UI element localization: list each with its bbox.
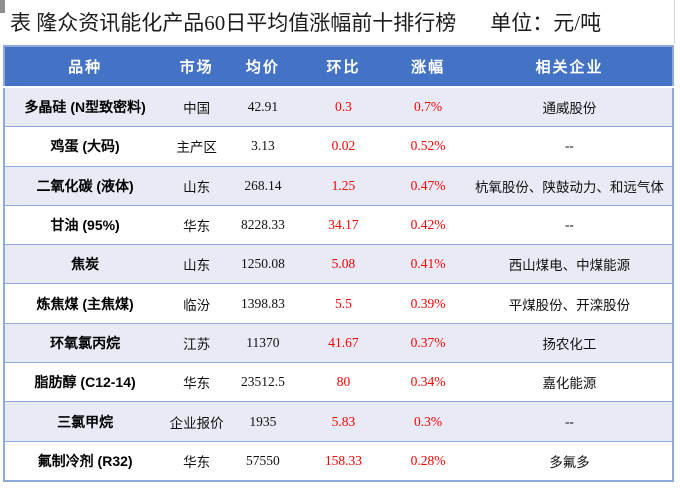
cell-companies: --	[466, 126, 673, 167]
cell-market: 山东	[165, 165, 229, 206]
cell-market: 主产区	[165, 126, 229, 167]
cell-variety: 环氧氯丙烷	[4, 322, 166, 363]
cell-mom: 0.3	[297, 86, 390, 127]
cell-change: 0.42%	[389, 204, 467, 245]
cell-market: 华东	[165, 204, 229, 245]
cell-change: 0.34%	[389, 362, 467, 402]
cell-avg-price: 8228.33	[228, 204, 298, 245]
cell-companies: 杭氧股份、陕鼓动力、和远气体	[466, 165, 673, 206]
cell-companies: 嘉化能源	[466, 362, 673, 402]
col-header-mom: 环比	[297, 46, 390, 88]
cell-avg-price: 1398.83	[228, 283, 298, 324]
cell-mom: 1.25	[297, 165, 390, 206]
cell-companies: 通威股份	[466, 86, 673, 127]
cell-avg-price: 268.14	[228, 165, 298, 206]
cell-companies: 多氟多	[466, 440, 673, 481]
cell-change: 0.41%	[389, 244, 467, 284]
gridline-remnant	[674, 0, 675, 44]
table-row: 三氯甲烷 企业报价 1935 5.83 0.3% --	[4, 401, 673, 442]
cell-variety: 脂肪醇 (C12-14)	[4, 362, 166, 402]
cell-mom: 34.17	[297, 204, 390, 245]
cell-variety: 焦炭	[4, 244, 166, 284]
cell-variety: 炼焦煤 (主焦煤)	[4, 283, 166, 324]
col-header-change: 涨幅	[389, 46, 467, 88]
cell-market: 华东	[165, 440, 229, 481]
col-header-market: 市场	[165, 46, 229, 88]
cell-market: 临汾	[165, 283, 229, 324]
table-row: 氟制冷剂 (R32) 华东 57550 158.33 0.28% 多氟多	[4, 440, 673, 481]
cell-variety: 鸡蛋 (大码)	[4, 126, 166, 167]
cell-change: 0.3%	[389, 401, 467, 442]
figure-title: 表 隆众资讯能化产品60日平均值涨幅前十排行榜 单位：元/吨	[10, 4, 675, 40]
cell-variety: 多晶硅 (N型致密料)	[4, 86, 166, 127]
cell-avg-price: 1935	[228, 401, 298, 442]
table-row: 炼焦煤 (主焦煤) 临汾 1398.83 5.5 0.39% 平煤股份、开滦股份	[4, 283, 673, 324]
cell-change: 0.28%	[389, 440, 467, 481]
cell-variety: 甘油 (95%)	[4, 204, 166, 245]
table-row: 脂肪醇 (C12-14) 华东 23512.5 80 0.34% 嘉化能源	[4, 362, 673, 402]
cell-market: 中国	[165, 86, 229, 127]
cell-avg-price: 23512.5	[228, 362, 298, 402]
table-row: 多晶硅 (N型致密料) 中国 42.91 0.3 0.7% 通威股份	[4, 86, 673, 127]
cell-change: 0.37%	[389, 322, 467, 363]
cell-change: 0.47%	[389, 165, 467, 206]
cell-mom: 41.67	[297, 322, 390, 363]
header-row: 品种 市场 均价 环比 涨幅 相关企业	[4, 46, 673, 88]
cell-companies: 平煤股份、开滦股份	[466, 283, 673, 324]
table-row: 二氧化碳 (液体) 山东 268.14 1.25 0.47% 杭氧股份、陕鼓动力…	[4, 165, 673, 206]
ranking-table: 品种 市场 均价 环比 涨幅 相关企业 多晶硅 (N型致密料) 中国 42.91…	[3, 45, 674, 482]
cell-mom: 158.33	[297, 440, 390, 481]
cell-avg-price: 42.91	[228, 86, 298, 127]
cell-mom: 5.83	[297, 401, 390, 442]
cell-variety: 三氯甲烷	[4, 401, 166, 442]
cell-market: 企业报价	[165, 401, 229, 442]
cell-avg-price: 11370	[228, 322, 298, 363]
cell-market: 江苏	[165, 322, 229, 363]
unit-label: 单位：元/吨	[490, 11, 602, 35]
cell-market: 山东	[165, 244, 229, 284]
col-header-companies: 相关企业	[466, 46, 673, 88]
cell-market: 华东	[165, 362, 229, 402]
corner-mark	[0, 0, 5, 13]
table-title: 表 隆众资讯能化产品60日平均值涨幅前十排行榜	[10, 11, 457, 35]
table-row: 环氧氯丙烷 江苏 11370 41.67 0.37% 扬农化工	[4, 322, 673, 363]
cell-change: 0.52%	[389, 126, 467, 167]
cell-change: 0.7%	[389, 86, 467, 127]
cell-companies: 扬农化工	[466, 322, 673, 363]
cell-avg-price: 1250.08	[228, 244, 298, 284]
table-row: 甘油 (95%) 华东 8228.33 34.17 0.42% --	[4, 204, 673, 245]
cell-mom: 0.02	[297, 126, 390, 167]
cell-avg-price: 57550	[228, 440, 298, 481]
table-row: 焦炭 山东 1250.08 5.08 0.41% 西山煤电、中煤能源	[4, 244, 673, 284]
cell-mom: 5.08	[297, 244, 390, 284]
cell-avg-price: 3.13	[228, 126, 298, 167]
cell-variety: 氟制冷剂 (R32)	[4, 440, 166, 481]
cell-change: 0.39%	[389, 283, 467, 324]
table-row: 鸡蛋 (大码) 主产区 3.13 0.02 0.52% --	[4, 126, 673, 167]
cell-companies: --	[466, 401, 673, 442]
cell-companies: 西山煤电、中煤能源	[466, 244, 673, 284]
cell-companies: --	[466, 204, 673, 245]
col-header-avg-price: 均价	[228, 46, 298, 88]
col-header-variety: 品种	[4, 46, 166, 88]
cell-mom: 5.5	[297, 283, 390, 324]
cell-variety: 二氧化碳 (液体)	[4, 165, 166, 206]
cell-mom: 80	[297, 362, 390, 402]
